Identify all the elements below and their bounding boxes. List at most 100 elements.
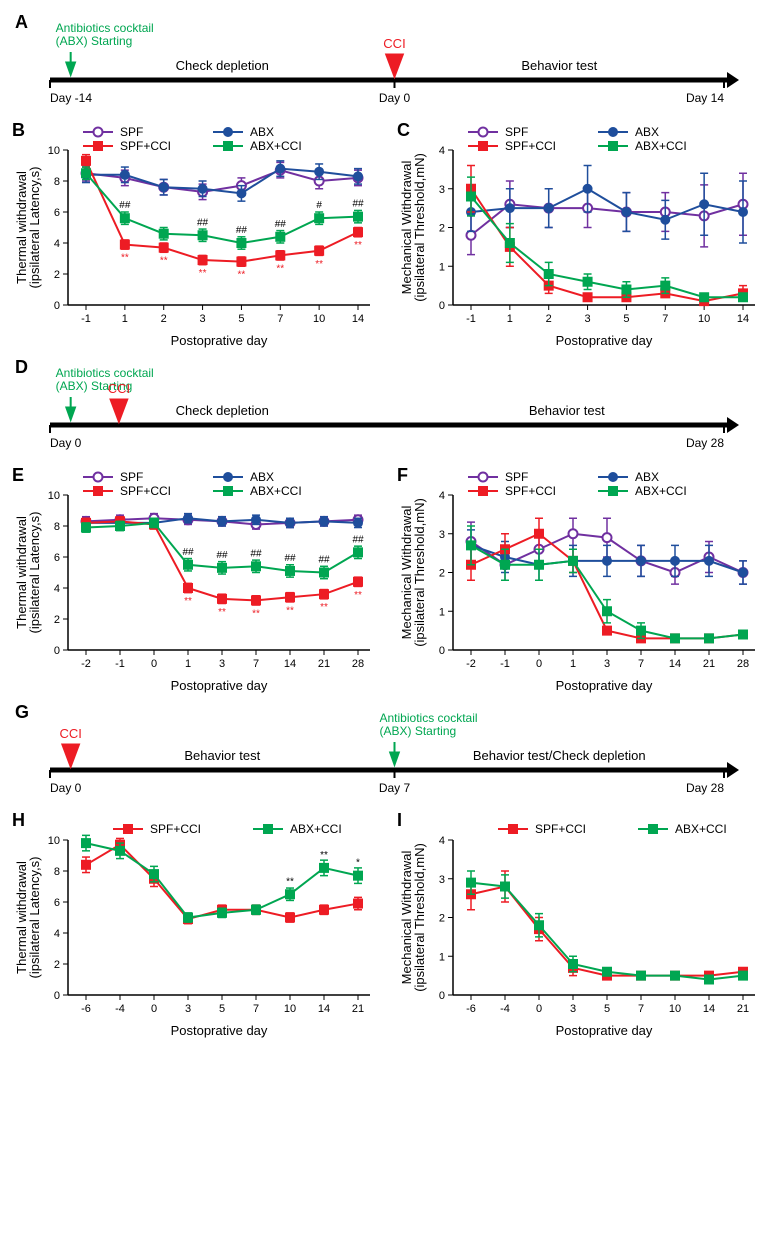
panel-label: D — [15, 357, 28, 377]
x-tick: 5 — [219, 1003, 225, 1015]
x-tick: 1 — [122, 313, 128, 325]
x-tick: 7 — [662, 313, 668, 325]
x-tick: 7 — [253, 658, 259, 670]
x-tick: 10 — [284, 1003, 296, 1015]
abx-label: Antibiotics cocktail — [380, 711, 478, 725]
y-tick: 0 — [54, 300, 60, 312]
y-tick: 4 — [438, 835, 444, 847]
x-tick: 14 — [668, 658, 680, 670]
x-axis-label: Postoprative day — [555, 333, 652, 348]
x-tick: 28 — [352, 658, 364, 670]
x-tick: 0 — [151, 658, 157, 670]
x-axis-label: Postoprative day — [171, 333, 268, 348]
panel-G: GDay 0Day 7Day 28Behavior testBehavior t… — [10, 700, 769, 810]
x-tick: -6 — [81, 1003, 91, 1015]
x-tick: 14 — [736, 313, 748, 325]
x-tick: 5 — [623, 313, 629, 325]
x-tick: 14 — [284, 658, 296, 670]
legend-label: SPF — [120, 470, 143, 484]
x-tick: 14 — [702, 1003, 714, 1015]
x-tick: 10 — [698, 313, 710, 325]
timeline-phase: Behavior test — [529, 403, 605, 418]
timeline-phase: Check depletion — [176, 58, 269, 73]
panel-A: ADay -14Day 0Day 14Check depletionBehavi… — [10, 10, 769, 120]
x-tick: 28 — [736, 658, 748, 670]
y-tick: 2 — [54, 269, 60, 281]
legend-label: ABX+CCI — [675, 822, 727, 836]
x-tick: 10 — [668, 1003, 680, 1015]
sig-marker: ** — [238, 270, 246, 281]
figure: ADay -14Day 0Day 14Check depletionBehavi… — [10, 10, 769, 1040]
series-line-spf_cci — [86, 521, 358, 600]
y-tick: 2 — [438, 223, 444, 235]
sig-marker: ## — [119, 200, 131, 211]
x-tick: 21 — [736, 1003, 748, 1015]
x-tick: -2 — [466, 658, 476, 670]
sig-marker: ## — [236, 225, 248, 236]
y-tick: 6 — [54, 897, 60, 909]
y-tick: 8 — [54, 866, 60, 878]
x-tick: 14 — [352, 313, 364, 325]
panel-label: G — [15, 702, 29, 722]
y-tick: 6 — [54, 552, 60, 564]
y-axis-label: (ipsilateral Threshold,mN) — [412, 498, 427, 647]
y-axis-label: (ipsilateral Threshold,mN) — [412, 153, 427, 302]
y-tick: 0 — [438, 645, 444, 657]
panel-I: I01234-6-40357101421Postoprative dayMech… — [395, 810, 770, 1040]
timeline-tick: Day 7 — [379, 781, 411, 795]
cci-label: CCI — [59, 726, 81, 741]
legend-label: SPF — [120, 125, 143, 139]
chart-E-svg: E0246810-2-10137142128Postoprative dayTh… — [10, 465, 380, 695]
legend-label: SPF+CCI — [120, 139, 171, 153]
x-tick: 7 — [637, 1003, 643, 1015]
y-tick: 4 — [438, 490, 444, 502]
panel-label: H — [12, 810, 25, 830]
timeline-phase: Check depletion — [176, 403, 269, 418]
x-tick: 1 — [506, 313, 512, 325]
y-tick: 4 — [438, 145, 444, 157]
abx-label: Antibiotics cocktail — [56, 21, 154, 35]
legend-label: ABX — [250, 470, 274, 484]
chart-B-svg: B0246810-1123571014Postoprative dayTherm… — [10, 120, 380, 350]
y-axis-label: (ipsilateral Latency,s) — [27, 167, 42, 289]
x-tick: 0 — [535, 1003, 541, 1015]
y-tick: 8 — [54, 521, 60, 533]
sig-marker: ** — [218, 607, 226, 618]
x-tick: 1 — [569, 658, 575, 670]
y-tick: 3 — [438, 874, 444, 886]
timeline-phase: Behavior test — [184, 748, 260, 763]
y-tick: 2 — [438, 913, 444, 925]
legend-label: ABX — [250, 125, 274, 139]
sig-marker: ## — [318, 555, 330, 566]
legend-label: SPF+CCI — [120, 484, 171, 498]
sig-marker: ** — [354, 590, 362, 601]
cci-label: CCI — [108, 381, 130, 396]
sig-marker: ** — [286, 605, 294, 616]
y-tick: 4 — [54, 928, 60, 940]
x-axis-label: Postoprative day — [171, 1023, 268, 1038]
y-tick: 2 — [54, 959, 60, 971]
y-tick: 10 — [48, 145, 60, 157]
x-tick: 21 — [352, 1003, 364, 1015]
series-line-spf_cci — [471, 887, 743, 976]
x-tick: 7 — [253, 1003, 259, 1015]
x-tick: -1 — [115, 658, 125, 670]
sig-marker: # — [316, 200, 322, 211]
sig-marker: ## — [352, 199, 364, 210]
sig-marker: ** — [252, 608, 260, 619]
sig-marker: ** — [160, 256, 168, 267]
x-axis-label: Postoprative day — [171, 678, 268, 693]
y-axis-label: (ipsilateral Latency,s) — [27, 857, 42, 979]
timeline-phase: Behavior test/Check depletion — [473, 748, 646, 763]
sig-marker: ** — [184, 596, 192, 607]
y-tick: 10 — [48, 835, 60, 847]
x-tick: -1 — [500, 658, 510, 670]
x-tick: 3 — [219, 658, 225, 670]
sig-marker: ** — [276, 263, 284, 274]
y-tick: 1 — [438, 261, 444, 273]
x-tick: 2 — [161, 313, 167, 325]
x-tick: -4 — [115, 1003, 125, 1015]
x-tick: 3 — [185, 1003, 191, 1015]
timeline-tick: Day 28 — [686, 436, 724, 450]
panel-C: C01234-1123571014Postoprative dayMechani… — [395, 120, 770, 350]
